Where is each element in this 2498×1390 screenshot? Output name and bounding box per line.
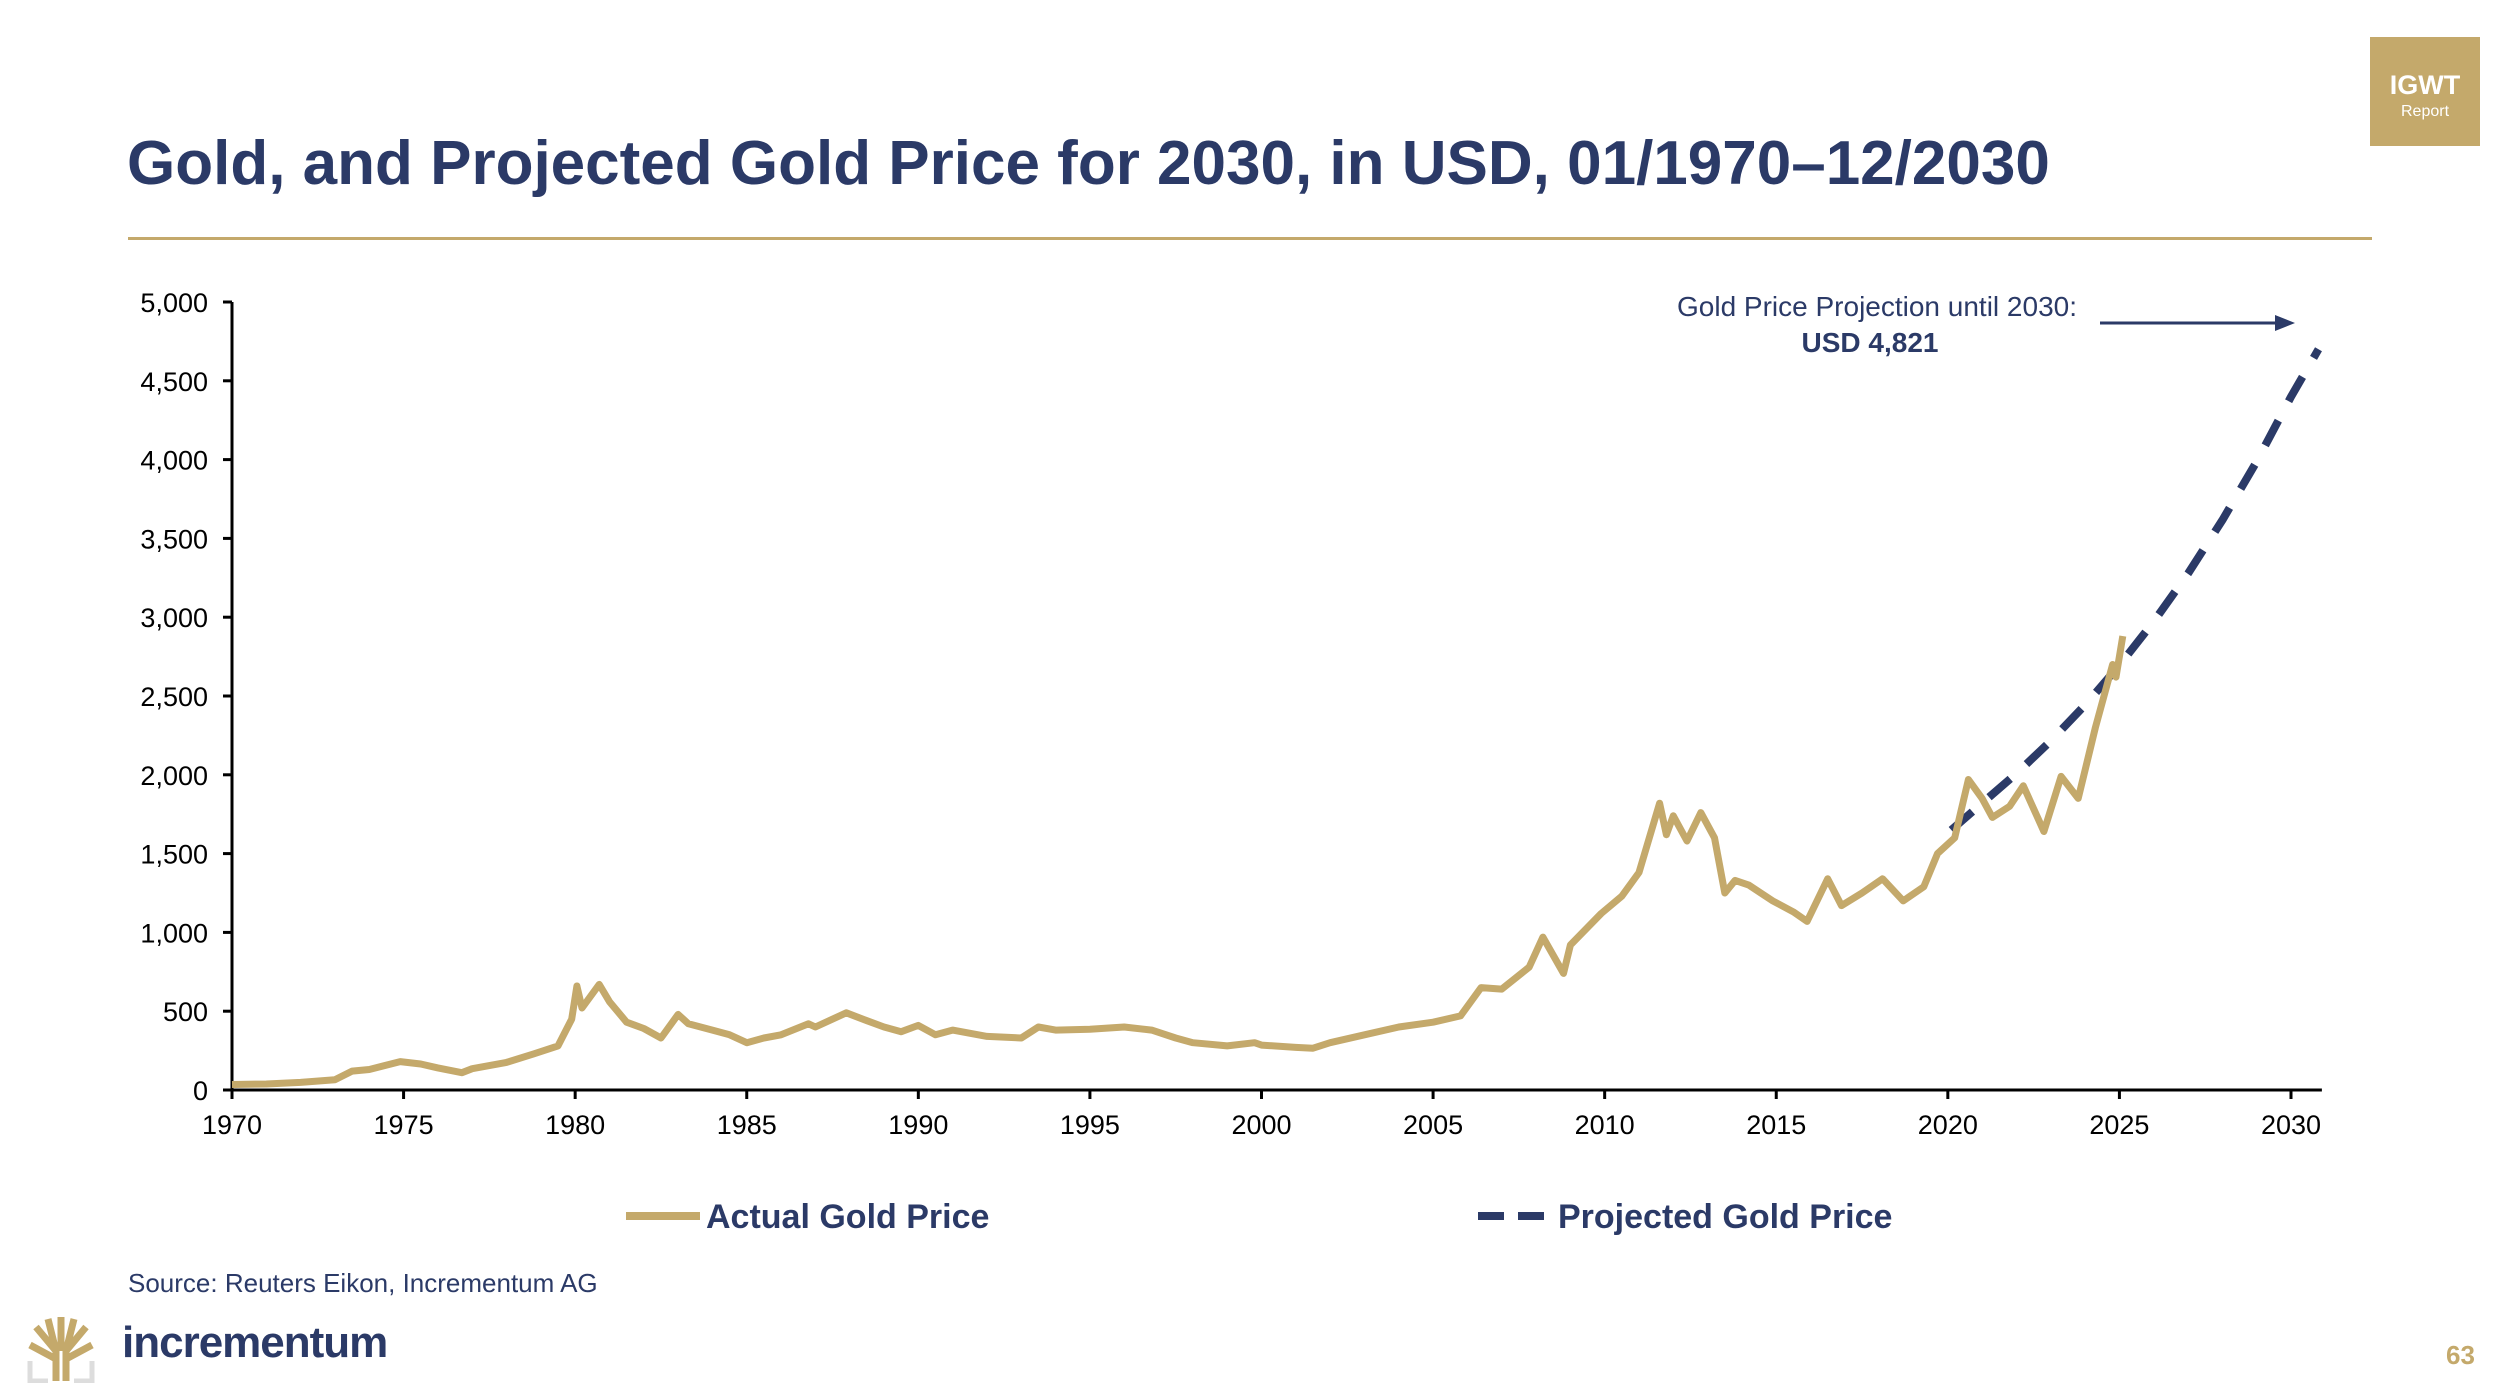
igwt-report-badge: IGWT Report [2370,37,2480,146]
x-tick-label: 2030 [2261,1110,2321,1140]
y-tick-label: 0 [193,1076,208,1106]
arrow-head-icon [2275,315,2295,331]
y-tick-label: 4,500 [140,367,208,397]
projected-gold-price-line [1948,347,2322,834]
x-tick-label: 2010 [1575,1110,1635,1140]
x-tick-label: 2025 [2089,1110,2149,1140]
y-tick-label: 2,500 [140,682,208,712]
x-tick-label: 1985 [717,1110,777,1140]
legend-label-projected: Projected Gold Price [1558,1198,1892,1236]
annotation: Gold Price Projection until 2030: USD 4,… [1677,291,2295,358]
x-tick-label: 2005 [1403,1110,1463,1140]
y-tick-label: 500 [163,997,208,1027]
series-lines [231,347,2322,1088]
x-tick-label: 1990 [888,1110,948,1140]
actual-gold-price-line [231,635,2127,1088]
badge-title: IGWT [2389,70,2461,100]
x-tick-label: 2000 [1231,1110,1291,1140]
x-tick-label: 1980 [545,1110,605,1140]
y-tick-label: 3,500 [140,524,208,554]
annotation-value: USD 4,821 [1802,327,1939,358]
x-tick-label: 1995 [1060,1110,1120,1140]
x-tick-label: 1970 [202,1110,262,1140]
y-tick-label: 2,000 [140,761,208,791]
y-tick-label: 3,000 [140,603,208,633]
y-tick-label: 1,000 [140,918,208,948]
legend: Actual Gold Price Projected Gold Price [626,1198,1892,1236]
x-tick-label: 1975 [374,1110,434,1140]
source-note: Source: Reuters Eikon, Incrementum AG [128,1268,598,1298]
legend-label-actual: Actual Gold Price [706,1198,989,1236]
y-tick-label: 4,000 [140,446,208,476]
badge-subtitle: Report [2400,103,2450,120]
y-tick-label: 5,000 [140,288,208,318]
title-divider [128,237,2372,240]
y-tick-label: 1,500 [140,840,208,870]
brand-name: incrementum [122,1318,388,1367]
axes: 0 500 1,000 1,500 2,000 2,500 3,000 3,500 4,000 4… [140,288,2322,1140]
x-tick-label: 2015 [1746,1110,1806,1140]
annotation-label: Gold Price Projection until 2030: [1677,291,2077,322]
page-number: 63 [2446,1340,2475,1370]
tree-logo-icon [27,1317,95,1383]
page-title: Gold, and Projected Gold Price for 2030,… [127,129,2050,198]
x-tick-label: 2020 [1918,1110,1978,1140]
